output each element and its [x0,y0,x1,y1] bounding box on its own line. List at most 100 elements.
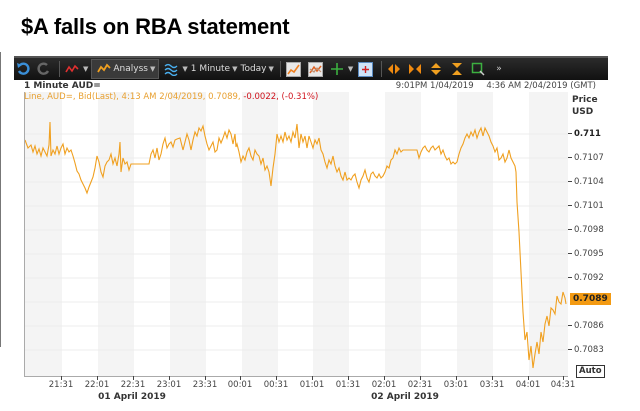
x-tick: 04:31 [550,380,576,390]
analysis-icon [97,63,112,73]
shrink-horizontal-button[interactable] [406,60,424,78]
y-tick: 0.7107 [568,153,604,163]
redo-icon [37,62,50,75]
x-tick: 03:31 [479,380,505,390]
analysis-label: Analyss [113,64,148,74]
toolbar-separator [381,61,383,77]
y-tick: 0.7086 [568,321,604,331]
overlay-dropdown[interactable]: ▼ [162,60,188,78]
chevron-down-icon: ▼ [149,65,156,73]
x-tick: 23:01 [156,380,182,390]
interval-label: 1 Minute [190,64,231,74]
y-tick: 0.7095 [568,249,604,259]
toolbar: ▼ Analyss ▼ ▼ 1 Minute ▼ Today ▼ ▼ [14,56,608,80]
x-tick: 23:31 [192,380,218,390]
x-tick: 03:01 [443,380,469,390]
toolbar-separator [279,61,281,77]
line-chart-icon [65,64,79,73]
headline: $A falls on RBA statement [21,14,290,39]
range-end: 4:36 AM 2/04/2019 (GMT) [486,81,596,91]
expand-horizontal-button[interactable] [385,60,403,78]
x-tick: 04:01 [515,380,541,390]
chart-style-button[interactable] [284,60,303,78]
chart-compare-icon [307,61,323,77]
interval-dropdown[interactable]: 1 Minute ▼ [191,60,238,78]
y-axis-title-price: Price [572,95,598,105]
chevron-down-icon: ▼ [347,65,354,73]
x-tick-mark [61,376,62,380]
plot-area[interactable] [24,92,568,377]
x-tick-mark [528,376,529,380]
zoom-box-button[interactable] [356,60,375,78]
crosshair-dropdown[interactable]: ▼ [328,60,353,78]
x-tick-mark [240,376,241,380]
select-region-button[interactable] [469,60,487,78]
gridlines [25,133,568,351]
x-tick: 01:31 [335,380,361,390]
more-icon: » [496,64,502,74]
date-label: 01 April 2019 [98,392,166,402]
x-tick: 01:01 [299,380,325,390]
chart-title: 1 Minute AUD= [24,81,101,91]
shrink-vertical-button[interactable] [448,60,466,78]
last-price-badge: 0.7089 [570,293,611,305]
x-tick: 22:01 [84,380,110,390]
toolbar-separator [59,61,60,77]
y-tick: 0.7092 [568,273,604,283]
y-tick: 0.7101 [568,201,604,211]
x-tick: 02:31 [407,380,433,390]
legend-series: Line, AUD=, Bid(Last), 4:13 AM 2/04/2019… [24,92,241,102]
shrink-vertical-icon [452,63,463,75]
chart-style-icon [285,61,301,77]
y-axis-title: Price USD [572,94,598,118]
x-tick: 22:31 [120,380,146,390]
more-button[interactable]: » [490,60,502,78]
expand-vertical-icon [431,63,442,75]
redo-button[interactable] [35,60,53,78]
chart-window: ▼ Analyss ▼ ▼ 1 Minute ▼ Today ▼ ▼ [14,56,611,411]
x-tick-mark [456,376,457,380]
legend-change: -0.0022, (-0.31%) [243,92,319,102]
range-label: Today [240,64,267,74]
x-tick-mark [348,376,349,380]
y-axis-title-currency: USD [572,107,594,117]
expand-horizontal-icon [388,64,401,74]
x-tick-mark [492,376,493,380]
price-line-chart [25,92,568,376]
crosshair-icon [330,63,343,75]
chart-legend: Line, AUD=, Bid(Last), 4:13 AM 2/04/2019… [24,92,318,102]
x-tick-mark [276,376,277,380]
y-tick: 0.7083 [568,345,604,355]
x-tick-mark [384,376,385,380]
chart-compare-button[interactable] [306,60,325,78]
x-tick-mark [169,376,170,380]
x-tick-mark [312,376,313,380]
range-start: 9:01PM 1/04/2019 [395,81,474,91]
x-tick: 00:01 [227,380,253,390]
divider [0,52,1,347]
x-tick: 02:01 [371,380,397,390]
range-dropdown[interactable]: Today ▼ [240,60,273,78]
time-range: 9:01PM 1/04/2019 4:36 AM 2/04/2019 (GMT) [386,81,596,91]
x-tick: 21:31 [48,380,74,390]
waves-icon [164,63,178,76]
y-tick: 0.711 [568,129,601,139]
x-tick-mark [133,376,134,380]
y-tick: 0.7098 [568,225,604,235]
shrink-horizontal-icon [409,64,422,74]
chevron-down-icon: ▼ [83,65,89,73]
undo-button[interactable] [14,60,32,78]
auto-scale-button[interactable]: Auto [576,365,605,378]
x-tick: 00:31 [263,380,289,390]
y-tick: 0.7104 [568,177,604,187]
x-tick-mark [420,376,421,380]
chevron-down-icon: ▼ [232,65,238,73]
chart-type-dropdown[interactable]: ▼ [63,60,88,78]
analysis-dropdown[interactable]: Analyss ▼ [91,59,160,79]
price-line [25,121,567,369]
background-stripes [25,92,568,376]
x-tick-mark [97,376,98,380]
zoom-box-icon [358,61,374,77]
date-label: 02 April 2019 [371,392,439,402]
expand-vertical-button[interactable] [427,60,445,78]
